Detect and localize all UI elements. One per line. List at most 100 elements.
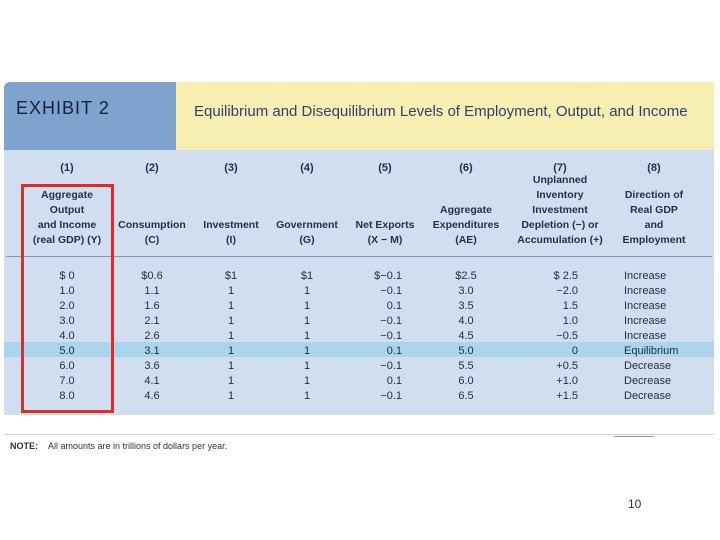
- table-cell: Decrease: [624, 360, 672, 372]
- table-cell: +1.5: [556, 390, 578, 402]
- note-divider: [4, 434, 714, 435]
- table-cell: 1: [227, 390, 235, 402]
- table-cell: 1.1: [144, 285, 160, 297]
- table-cell: 1.0: [59, 285, 75, 297]
- column-header-5: Net Exports (X − M): [347, 218, 423, 248]
- table-cell: 0.1: [386, 345, 402, 357]
- table-cell: +1.0: [556, 375, 578, 387]
- column-header-line: Expenditures: [432, 219, 500, 231]
- table-cell: 0.1: [386, 300, 402, 312]
- table-cell: 0: [571, 345, 578, 357]
- column-header-line: Government: [276, 219, 338, 231]
- table-cell: 1: [227, 345, 235, 357]
- column-header-2: Consumption (C): [112, 218, 192, 248]
- table-cell: 1: [227, 360, 235, 372]
- column-header-line: Aggregate: [41, 189, 93, 201]
- column-header-line: Direction of: [624, 189, 684, 201]
- column-header-1: Aggregate Output and Income (real GDP) (Y): [17, 188, 117, 248]
- table-cell: 3.5: [458, 300, 474, 312]
- table-cell: 4.6: [144, 390, 160, 402]
- table-cell: +0.5: [556, 360, 578, 372]
- page-number: 10: [628, 497, 642, 511]
- table-cell: $ 2.5: [553, 270, 578, 282]
- column-header-line: Unplanned: [532, 174, 588, 186]
- table-cell: $ 0: [59, 270, 75, 282]
- table-cell: 1: [227, 285, 235, 297]
- table-cell: 4.0: [59, 330, 75, 342]
- table-cell: −0.1: [380, 390, 402, 402]
- table-cell: 2.6: [144, 330, 160, 342]
- table-cell: Increase: [624, 285, 667, 297]
- column-header-line: and Income: [37, 219, 97, 231]
- table-cell: 1.5: [562, 300, 578, 312]
- table-cell: 2.0: [59, 300, 75, 312]
- table-cell: Increase: [624, 300, 667, 312]
- table-cell: 5.5: [458, 360, 474, 372]
- note-dash: [614, 436, 654, 437]
- table-cell: 1: [227, 375, 235, 387]
- column-header-3: Investment (I): [196, 218, 266, 248]
- table-cell: 1: [303, 390, 311, 402]
- column-header-line: (I): [226, 234, 236, 246]
- table-cell: Decrease: [624, 390, 672, 402]
- table-cell: $1: [224, 270, 238, 282]
- column-header-line: (C): [144, 234, 160, 246]
- table-cell: 3.1: [144, 345, 160, 357]
- table-cell: Increase: [624, 315, 667, 327]
- note-label: NOTE:: [10, 441, 38, 451]
- table-cell: 1.0: [562, 315, 578, 327]
- table-cell: 0.1: [386, 375, 402, 387]
- column-header-line: and: [644, 219, 664, 231]
- table-cell: 1: [303, 345, 311, 357]
- table-background: [4, 150, 714, 415]
- table-cell: 7.0: [59, 375, 75, 387]
- note: NOTE: All amounts are in trillions of dol…: [10, 441, 227, 451]
- equilibrium-row-highlight: [4, 342, 714, 357]
- column-number-6: (6): [459, 162, 473, 174]
- note-text: All amounts are in trillions of dollars …: [48, 441, 228, 451]
- column-number-1: (1): [60, 162, 74, 174]
- column-header-line: (G): [299, 234, 315, 246]
- table-cell: $2.5: [455, 270, 477, 282]
- column-header-line: Net Exports: [355, 219, 415, 231]
- table-cell: Increase: [624, 270, 667, 282]
- column-header-line: (AE): [455, 234, 477, 246]
- column-number-5: (5): [378, 162, 392, 174]
- column-number-3: (3): [224, 162, 238, 174]
- table-cell: 4.5: [458, 330, 474, 342]
- table-cell: Decrease: [624, 375, 672, 387]
- table-cell: Increase: [624, 330, 667, 342]
- table-cell: −0.1: [380, 285, 402, 297]
- table-cell: 1: [303, 315, 311, 327]
- table-cell: $0.6: [141, 270, 163, 282]
- column-1-highlight-box: [21, 184, 114, 413]
- table-cell: −0.1: [380, 330, 402, 342]
- table-cell: 4.0: [458, 315, 474, 327]
- table-cell: 1: [303, 285, 311, 297]
- column-header-line: Depletion (−) or: [521, 219, 599, 231]
- table-cell: 5.0: [458, 345, 474, 357]
- column-header-line: Real GDP: [630, 204, 678, 216]
- title-box: [176, 82, 714, 150]
- table-cell: 1: [303, 375, 311, 387]
- table-cell: 1: [227, 300, 235, 312]
- table-cell: −0.1: [380, 360, 402, 372]
- exhibit-label: EXHIBIT 2: [16, 98, 110, 118]
- column-header-line: Aggregate: [440, 204, 492, 216]
- column-header-line: Inventory: [536, 189, 584, 201]
- exhibit-label-box: [4, 82, 176, 150]
- table-cell: $1: [300, 270, 314, 282]
- table-cell: 1: [227, 330, 235, 342]
- table-cell: −0.5: [556, 330, 578, 342]
- table-cell: 3.6: [144, 360, 160, 372]
- header-rule: [6, 256, 712, 257]
- table-cell: −0.1: [380, 315, 402, 327]
- column-header-line: (real GDP) (Y): [32, 234, 102, 246]
- table-cell: 1: [303, 300, 311, 312]
- column-header-line: Investment: [532, 204, 588, 216]
- column-header-line: Output: [49, 204, 85, 216]
- table-cell: 3.0: [458, 285, 474, 297]
- table-cell: 6.0: [458, 375, 474, 387]
- table-cell: 3.0: [59, 315, 75, 327]
- column-header-line: Investment: [203, 219, 259, 231]
